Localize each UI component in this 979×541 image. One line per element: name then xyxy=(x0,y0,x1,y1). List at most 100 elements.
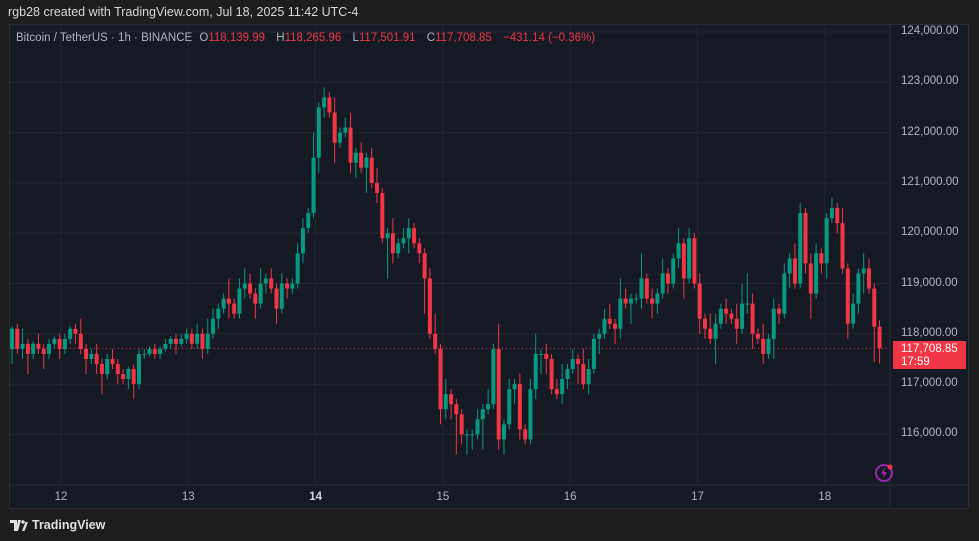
current-price-value: 117,708.85 xyxy=(901,343,958,355)
candle-body xyxy=(263,278,268,284)
candle-body xyxy=(369,157,374,183)
candle-body xyxy=(459,414,464,435)
candle-body xyxy=(475,419,480,435)
candle-body xyxy=(121,374,126,380)
candle-body xyxy=(359,152,364,168)
candle-body xyxy=(364,157,369,168)
candle-body xyxy=(390,233,395,254)
candle-body xyxy=(348,127,353,163)
candle-body xyxy=(147,348,152,354)
candle-body xyxy=(52,338,57,344)
close-label: C xyxy=(426,32,436,44)
candle-body xyxy=(385,233,390,239)
candle-body xyxy=(665,273,670,284)
chart-credit: rgb28 created with TradingView.com, Jul … xyxy=(8,5,359,19)
price-tick: 118,000.00 xyxy=(901,326,958,339)
candle-body xyxy=(443,394,448,410)
high-value: 118,265.96 xyxy=(284,32,342,44)
candle-body xyxy=(697,283,702,319)
candle-body xyxy=(655,293,660,304)
candle-body xyxy=(798,213,803,284)
candle-body xyxy=(549,358,554,390)
candle-body xyxy=(523,429,528,440)
candle-body xyxy=(544,353,549,359)
candle-body xyxy=(412,228,417,244)
candle-body xyxy=(105,358,110,375)
candle-body xyxy=(501,424,506,440)
candle-body xyxy=(89,353,94,359)
candle-body xyxy=(623,298,628,304)
candle-body xyxy=(285,283,290,289)
time-tick: 16 xyxy=(563,491,577,503)
candle-body xyxy=(433,333,438,349)
candle-body xyxy=(771,308,776,339)
candle-body xyxy=(216,308,221,319)
candle-body xyxy=(158,348,163,354)
candle-body xyxy=(724,308,729,314)
candle-body xyxy=(713,323,718,339)
candle-body xyxy=(41,348,46,354)
candle-body xyxy=(803,213,808,264)
candle-body xyxy=(639,278,644,299)
candle-body xyxy=(628,298,633,304)
price-tick: 116,000.00 xyxy=(901,427,958,440)
symbol-legend: Bitcoin / TetherUS · 1h · BINANCE O118,1… xyxy=(16,32,599,44)
candle-body xyxy=(211,318,216,334)
candle-body xyxy=(861,268,866,274)
candle-body xyxy=(200,333,205,349)
low-value: 117,501.91 xyxy=(358,32,416,44)
candle-body xyxy=(226,298,231,304)
time-tick: 14 xyxy=(309,491,322,503)
candle-body xyxy=(327,97,332,113)
candle-body xyxy=(47,343,52,354)
candle-body xyxy=(581,363,586,385)
candle-body xyxy=(856,273,861,304)
candle-body xyxy=(258,283,263,304)
candle-body xyxy=(840,223,845,269)
candle-body xyxy=(464,434,469,436)
candle-body xyxy=(824,218,829,264)
candle-body xyxy=(570,358,575,370)
candle-body xyxy=(438,348,443,410)
candle-body xyxy=(554,389,559,395)
candle-body xyxy=(115,363,120,375)
low-label: L xyxy=(352,32,359,44)
candle-body xyxy=(94,353,99,364)
candle-body xyxy=(31,343,36,354)
candle-body xyxy=(322,97,327,108)
symbol-title[interactable]: Bitcoin / TetherUS · 1h · BINANCE xyxy=(16,32,193,44)
candle-body xyxy=(681,243,686,279)
bar-countdown: 17:59 xyxy=(901,355,930,368)
candle-body xyxy=(179,338,184,344)
candle-body xyxy=(10,328,14,349)
candle-body xyxy=(173,338,178,344)
time-tick: 13 xyxy=(181,491,195,503)
brand-name: TradingView xyxy=(32,518,106,532)
lightning-alert-icon[interactable] xyxy=(874,462,896,484)
candle-body xyxy=(819,253,824,264)
candle-body xyxy=(618,298,623,329)
candle-body xyxy=(539,353,543,355)
candle-body xyxy=(792,258,797,284)
candle-body xyxy=(337,132,342,143)
candle-body xyxy=(528,389,533,440)
candle-body xyxy=(126,369,131,380)
candle-body xyxy=(62,338,67,349)
candle-body xyxy=(454,404,459,415)
candle-body xyxy=(131,369,136,385)
tradingview-logo-icon xyxy=(10,519,28,531)
change-value: −431.14 (−0.36%) xyxy=(503,32,596,44)
candle-body xyxy=(597,333,602,339)
close-value: 117,708.85 xyxy=(435,32,492,44)
candle-body xyxy=(835,208,840,224)
candle-body xyxy=(533,353,538,390)
candle-body xyxy=(866,268,871,289)
candle-body xyxy=(290,283,295,289)
candle-body xyxy=(496,348,501,440)
tradingview-logo[interactable]: TradingView xyxy=(10,518,105,532)
candle-body xyxy=(486,404,491,410)
candle-body xyxy=(406,228,411,239)
candle-body xyxy=(777,308,782,314)
open-label: O xyxy=(199,32,209,44)
